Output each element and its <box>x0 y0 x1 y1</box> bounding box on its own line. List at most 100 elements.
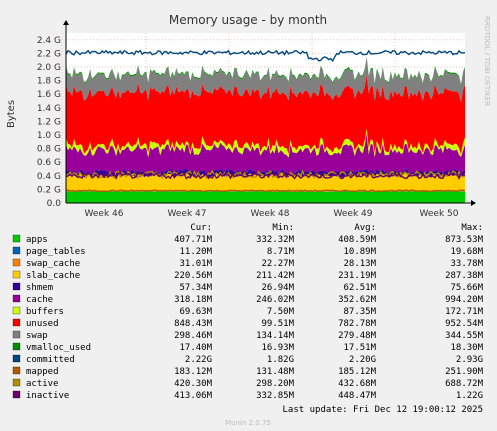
legend-min-committed: 1.82G <box>267 355 294 365</box>
legend-cur-committed: 2.22G <box>185 355 212 365</box>
legend-max-active: 688.72M <box>445 379 484 389</box>
legend-column-header: Min: <box>272 223 294 233</box>
line-inactive <box>65 172 466 180</box>
y-tick-label: 0.6 G <box>37 158 61 168</box>
legend-max-buffers: 172.71M <box>445 307 484 317</box>
y-tick-label: 0.2 G <box>37 185 61 195</box>
legend-cur-slab_cache: 220.56M <box>174 271 213 281</box>
y-tick-label: 1.4 G <box>37 104 61 114</box>
area-apps <box>66 191 465 203</box>
legend-avg-mapped: 185.12M <box>338 367 377 377</box>
legend-cur-apps: 407.71M <box>174 235 213 245</box>
legend-avg-slab_cache: 231.19M <box>338 271 377 281</box>
legend-swatch-vmalloc_used <box>12 342 21 351</box>
legend-label-shmem: shmem <box>26 283 53 293</box>
x-tick-label: Week 47 <box>168 209 207 219</box>
legend-avg-page_tables: 10.89M <box>343 247 376 257</box>
legend-cur-unused: 848.43M <box>174 319 213 329</box>
legend-min-unused: 99.51M <box>261 319 294 329</box>
axes <box>63 20 476 206</box>
legend-label-swap_cache: swap_cache <box>26 259 80 269</box>
legend-min-swap_cache: 22.27M <box>261 259 294 269</box>
chart-title: Memory usage - by month <box>169 13 327 27</box>
legend-label-inactive: inactive <box>26 391 69 401</box>
legend-cur-swap_cache: 31.01M <box>179 259 212 269</box>
legend-min-mapped: 131.48M <box>256 367 295 377</box>
legend-column-header: Avg: <box>354 223 376 233</box>
legend-label-slab_cache: slab_cache <box>26 271 80 281</box>
legend-max-swap_cache: 33.78M <box>450 259 483 269</box>
legend-swatch-committed <box>12 354 21 363</box>
legend-cur-vmalloc_used: 17.40M <box>179 343 212 353</box>
legend-min-page_tables: 8.71M <box>267 247 295 257</box>
legend-avg-vmalloc_used: 17.51M <box>343 343 376 353</box>
legend-max-apps: 873.53M <box>445 235 484 245</box>
last-update: Last update: Fri Dec 12 19:00:12 2025 <box>283 405 483 415</box>
legend-label-committed: committed <box>26 355 75 365</box>
y-tick-label: 1.2 G <box>37 117 61 127</box>
legend-cur-cache: 318.18M <box>174 295 213 305</box>
legend-swatch-unused <box>12 318 21 327</box>
legend-min-inactive: 332.85M <box>256 391 295 401</box>
legend-max-shmem: 75.66M <box>450 283 483 293</box>
legend-swatch-cache <box>12 294 21 303</box>
legend: Cur: Min: Avg: Max: apps 407.71M 332.32M 408.59… <box>12 223 484 401</box>
legend-swatch-apps <box>12 234 21 243</box>
legend-label-unused: unused <box>26 319 59 329</box>
legend-cur-mapped: 183.12M <box>174 367 213 377</box>
legend-min-apps: 332.32M <box>256 235 295 245</box>
legend-min-cache: 246.02M <box>256 295 295 305</box>
legend-max-vmalloc_used: 18.30M <box>450 343 483 353</box>
legend-label-buffers: buffers <box>26 307 64 317</box>
legend-swatch-inactive <box>12 390 21 399</box>
x-tick-label: Week 48 <box>251 209 290 219</box>
legend-cur-shmem: 57.34M <box>179 283 212 293</box>
legend-swatch-page_tables <box>12 246 21 255</box>
legend-cur-swap: 298.46M <box>174 331 213 341</box>
y-tick-label: 1.0 G <box>37 131 61 141</box>
legend-swatch-active <box>12 378 21 387</box>
legend-min-swap: 134.14M <box>256 331 295 341</box>
x-tick-label: Week 49 <box>334 209 373 219</box>
stacked-areas <box>66 56 465 203</box>
legend-cur-page_tables: 11.20M <box>179 247 212 257</box>
legend-max-unused: 952.54M <box>445 319 484 329</box>
y-tick-label: 2.2 G <box>37 49 61 59</box>
legend-label-apps: apps <box>26 235 48 245</box>
series-lines <box>65 49 466 193</box>
legend-swatch-shmem <box>12 282 21 291</box>
legend-avg-inactive: 448.47M <box>338 391 377 401</box>
y-axis-arrow-icon <box>63 20 69 25</box>
legend-max-slab_cache: 287.38M <box>445 271 484 281</box>
y-tick-label: 0.4 G <box>37 172 61 182</box>
x-tick-label: Week 50 <box>420 209 459 219</box>
legend-min-slab_cache: 211.42M <box>256 271 295 281</box>
legend-swatch-swap_cache <box>12 258 21 267</box>
legend-column-header: Cur: <box>190 223 212 233</box>
legend-min-shmem: 26.94M <box>261 283 294 293</box>
legend-label-page_tables: page_tables <box>26 247 86 257</box>
legend-cur-buffers: 69.63M <box>179 307 212 317</box>
y-tick-label: 2.4 G <box>37 36 61 46</box>
area-cache <box>66 133 465 175</box>
legend-label-vmalloc_used: vmalloc_used <box>26 343 91 353</box>
legend-swatch-mapped <box>12 366 21 375</box>
line-mapped <box>65 189 466 193</box>
y-tick-label: 0.0 <box>47 199 62 209</box>
legend-avg-swap_cache: 28.13M <box>343 259 376 269</box>
legend-avg-active: 432.68M <box>338 379 377 389</box>
legend-max-cache: 994.20M <box>445 295 484 305</box>
legend-swatch-slab_cache <box>12 270 21 279</box>
y-tick-label: 0.8 G <box>37 145 61 155</box>
area-swap <box>66 57 465 103</box>
y-tick-label: 1.6 G <box>37 90 61 100</box>
legend-cur-active: 420.30M <box>174 379 213 389</box>
area-unused <box>66 74 465 155</box>
rrdtool-watermark: RRDTOOL / TOBI OETIKER <box>483 16 491 106</box>
legend-column-header: Max: <box>461 223 483 233</box>
legend-label-swap: swap <box>26 331 48 341</box>
area-shmem <box>66 167 465 178</box>
legend-max-committed: 2.93G <box>456 355 483 365</box>
legend-avg-swap: 279.48M <box>338 331 377 341</box>
legend-avg-unused: 782.78M <box>338 319 377 329</box>
